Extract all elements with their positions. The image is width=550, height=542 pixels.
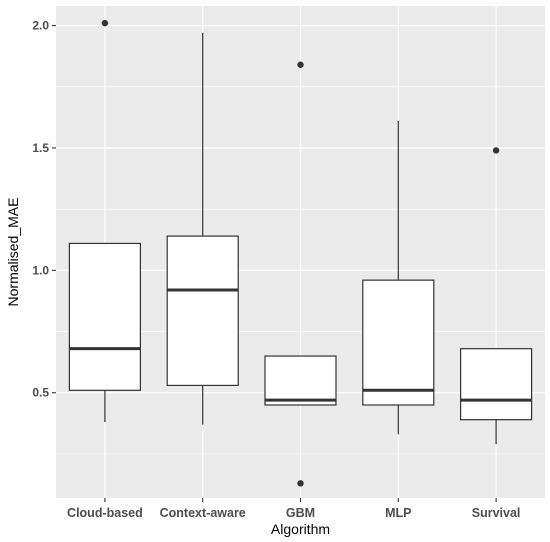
- box-series: [68, 19, 533, 487]
- x-tick-label: GBM: [286, 506, 315, 520]
- box-iqr: [460, 348, 533, 421]
- x-tick-label: Context-aware: [160, 506, 246, 520]
- box-survival: [460, 147, 533, 445]
- outlier-point: [101, 19, 109, 27]
- x-axis-title: Algorithm: [271, 521, 330, 537]
- y-tick-label: 1.0: [32, 263, 49, 277]
- y-axis: 0.5 1.0 1.5 2.0: [32, 19, 56, 400]
- outlier-point: [297, 480, 304, 487]
- outlier-point: [492, 147, 500, 154]
- box-iqr: [264, 355, 337, 406]
- box-cloud-based: [68, 19, 142, 423]
- x-tick-label: Survival: [472, 506, 521, 520]
- y-tick-label: 2.0: [32, 19, 49, 33]
- y-tick-label: 0.5: [32, 386, 49, 400]
- box-mlp: [362, 121, 435, 435]
- y-axis-title: Normalised_MAE: [5, 198, 21, 307]
- x-tick-label: Cloud-based: [67, 506, 143, 520]
- x-axis: Cloud-based Context-aware GBM MLP Survival: [67, 498, 520, 520]
- box-iqr: [166, 235, 239, 387]
- box-gbm: [264, 61, 337, 487]
- x-tick-label: MLP: [385, 506, 411, 520]
- box-iqr: [362, 279, 435, 406]
- box-context-aware: [166, 32, 239, 425]
- y-tick-label: 1.5: [32, 141, 49, 155]
- box-iqr: [68, 242, 142, 391]
- outlier-point: [297, 61, 304, 68]
